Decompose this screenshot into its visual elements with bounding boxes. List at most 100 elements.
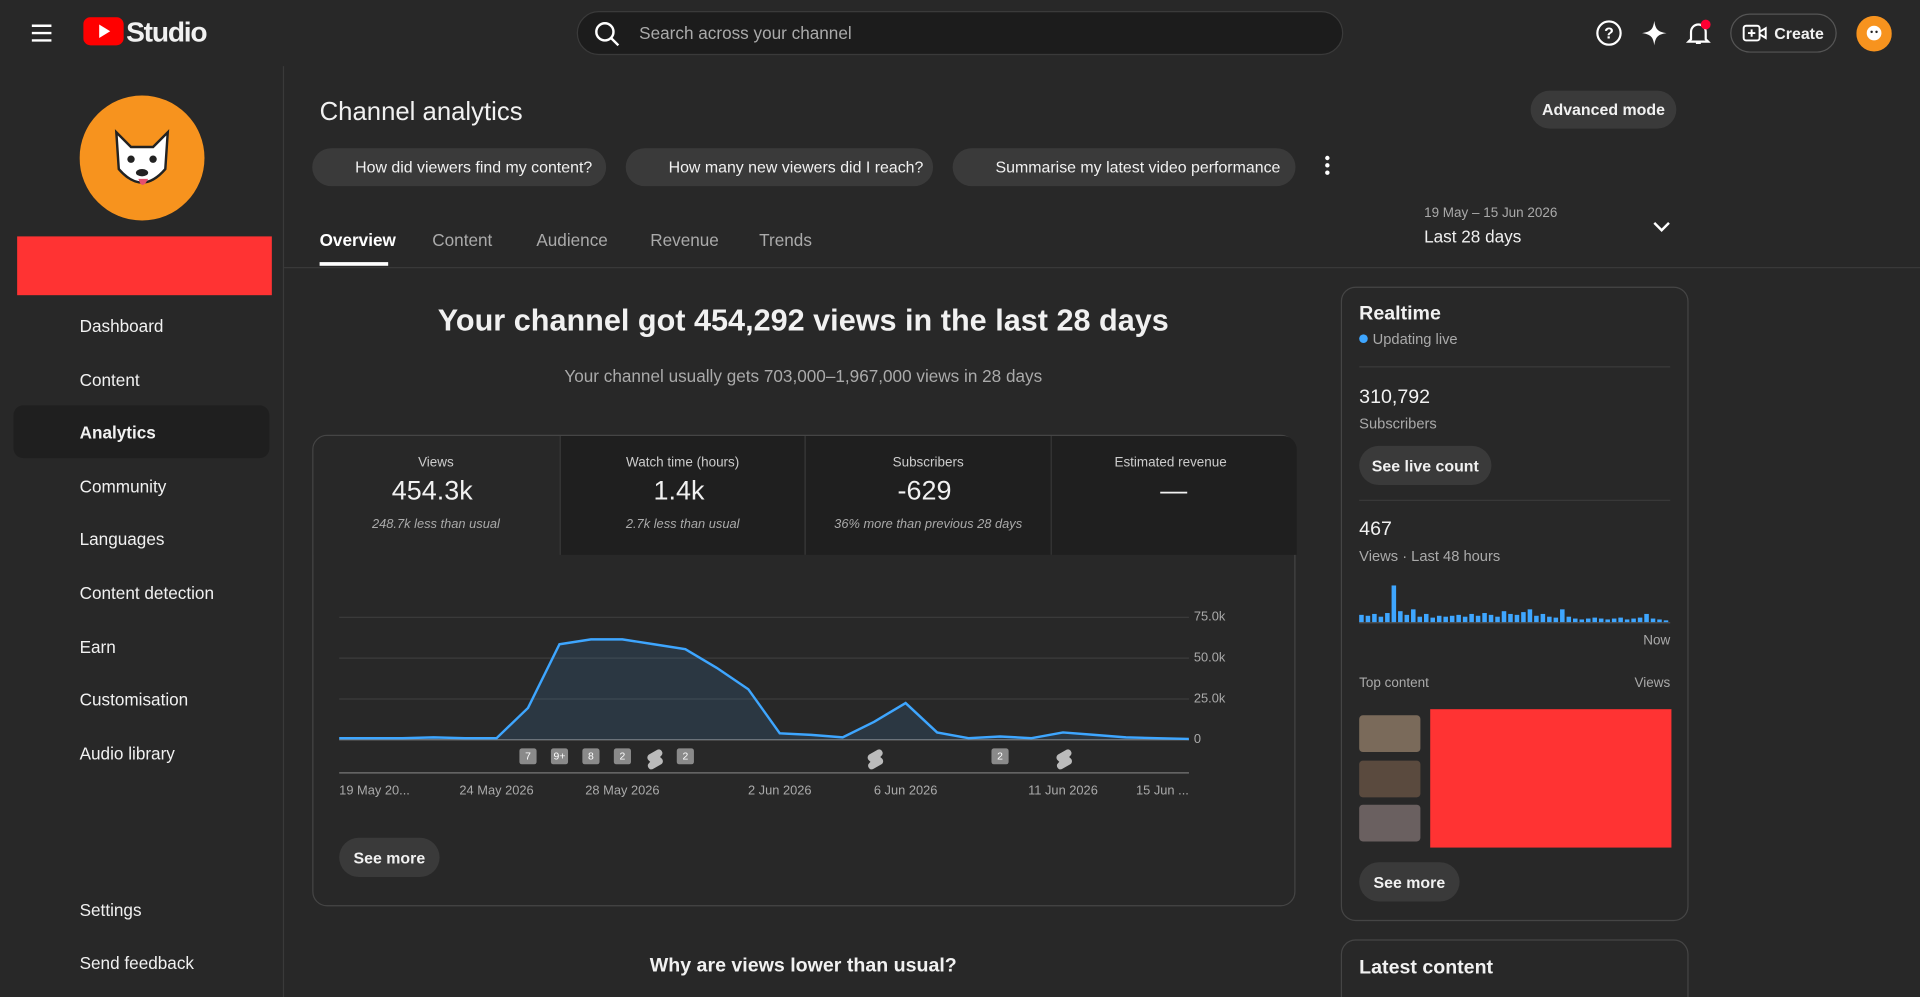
date-period[interactable]: Last 28 days: [1424, 226, 1522, 247]
metric-label-text: Views: [418, 455, 454, 471]
tab[interactable]: Content: [432, 230, 493, 250]
hourly-bar: [1475, 615, 1481, 623]
metric-tile[interactable]: Estimated revenue —: [1050, 436, 1297, 555]
nav-item[interactable]: Customisation: [79, 689, 189, 710]
hourly-bar: [1592, 617, 1597, 623]
more-prompts-button[interactable]: [1320, 153, 1335, 177]
create-button[interactable]: Create: [1730, 13, 1837, 53]
search-box[interactable]: Search across your channel: [576, 11, 1344, 56]
metric-label: Views: [313, 456, 558, 471]
ai-button[interactable]: [1641, 20, 1668, 47]
nav-item[interactable]: Audio library: [79, 743, 175, 763]
tab[interactable]: Overview: [319, 230, 396, 250]
channel-avatar[interactable]: [79, 95, 205, 221]
hourly-bar: [1482, 613, 1487, 623]
hourly-bar: [1573, 618, 1578, 623]
help-button[interactable]: ?: [1596, 20, 1623, 47]
shorts-marker[interactable]: [1056, 749, 1072, 770]
hourly-bar: [1534, 615, 1539, 623]
nav-item[interactable]: Dashboard: [79, 316, 164, 336]
overview-card: [312, 434, 1296, 907]
metric-note: 36% more than previous 28 days: [834, 516, 1023, 532]
y-tick-label: 0: [1194, 731, 1201, 746]
see-more-button[interactable]: See more: [1359, 862, 1460, 902]
date-dropdown[interactable]: [1652, 219, 1672, 234]
hourly-bar: [1378, 616, 1384, 623]
hourly-bar: [1495, 616, 1500, 623]
subscriber-count: 310,792: [1359, 387, 1431, 408]
hourly-bar: [1547, 616, 1552, 623]
metric-label: Watch time (hours): [560, 456, 805, 471]
hourly-bar: [1579, 619, 1585, 623]
subscriber-label: Subscribers: [1359, 415, 1437, 433]
top-bar: Studio Search across your channel ? Crea…: [0, 0, 1920, 66]
create-label: Create: [1774, 24, 1824, 43]
prompt-chip[interactable]: Summarise my latest video performance: [952, 148, 1296, 187]
event-marker[interactable]: [613, 748, 631, 765]
tab-underline: [319, 262, 389, 266]
prompt-text: How did viewers find my content?: [355, 158, 593, 177]
event-marker[interactable]: [991, 748, 1009, 765]
nav-item[interactable]: Settings: [79, 900, 142, 920]
metric-value-row: -629: [806, 475, 1051, 507]
realtime-status: Updating live: [1372, 330, 1458, 348]
views-column-label: Views: [1634, 676, 1671, 691]
shorts-marker[interactable]: [867, 749, 884, 770]
see-live-count-button[interactable]: See live count: [1359, 445, 1492, 486]
account-avatar[interactable]: [1856, 15, 1892, 52]
nav-item[interactable]: Community: [79, 476, 167, 496]
metric-tile[interactable]: Subscribers -629 36% more than previous 28…: [804, 436, 1051, 555]
sidebar: [0, 66, 285, 997]
hourly-views-chart: [1359, 585, 1671, 624]
realtime-card: [1340, 286, 1689, 922]
notifications-button[interactable]: [1685, 18, 1714, 47]
event-marker-label: 2: [682, 752, 688, 763]
shorts-marker[interactable]: [647, 749, 663, 770]
video-thumbnail[interactable]: [1359, 760, 1421, 798]
nav-item[interactable]: Send feedback: [79, 952, 194, 973]
create-icon: [1742, 24, 1767, 42]
event-marker-label: 2: [997, 752, 1003, 763]
nav-item[interactable]: Analytics: [79, 422, 156, 443]
headline: Your channel got 454,292 views in the la…: [437, 303, 1169, 339]
hourly-bar: [1449, 615, 1455, 623]
hourly-bar: [1560, 609, 1565, 623]
hourly-bar: [1456, 614, 1461, 623]
realtime-views: 467: [1359, 519, 1392, 541]
video-thumbnail[interactable]: [1359, 715, 1421, 753]
nav-item[interactable]: Content: [79, 369, 140, 389]
hourly-bar: [1631, 618, 1636, 623]
event-marker[interactable]: [676, 748, 694, 765]
prompt-chip[interactable]: How did viewers find my content?: [312, 148, 607, 187]
top-content-label: Top content: [1359, 676, 1429, 691]
event-marker[interactable]: [550, 748, 569, 765]
hourly-bar: [1391, 585, 1397, 623]
tab[interactable]: Trends: [759, 230, 812, 250]
x-tick-label: 19 May 20...: [339, 783, 410, 798]
nav-item[interactable]: Earn: [79, 636, 116, 657]
nav-item[interactable]: Languages: [79, 529, 165, 550]
latest-content-card: [1340, 939, 1689, 997]
advanced-mode-button[interactable]: Advanced mode: [1530, 90, 1677, 129]
hourly-bar: [1443, 616, 1448, 623]
y-tick-label: 25.0k: [1194, 690, 1226, 705]
metric-value: -629: [897, 475, 952, 506]
nav-item[interactable]: Content detection: [79, 583, 214, 603]
video-thumbnail[interactable]: [1359, 804, 1421, 842]
hourly-bar: [1359, 614, 1364, 623]
x-tick-label: 11 Jun 2026: [1028, 783, 1098, 798]
event-marker[interactable]: [582, 748, 600, 765]
event-marker-label: 9+: [554, 752, 566, 763]
menu-button[interactable]: [29, 21, 53, 45]
tab[interactable]: Audience: [536, 230, 608, 250]
hourly-bar: [1508, 613, 1513, 623]
metric-tile[interactable]: Watch time (hours) 1.4k 2.7k less than usu…: [558, 436, 806, 555]
prompt-chip[interactable]: How many new viewers did I reach?: [625, 148, 934, 187]
event-marker[interactable]: [519, 748, 537, 765]
tab[interactable]: Revenue: [650, 230, 719, 250]
see-more-button[interactable]: See more: [339, 837, 440, 877]
logo-text[interactable]: Studio: [126, 15, 207, 48]
x-tick-label: 24 May 2026: [459, 783, 533, 798]
svg-text:?: ?: [1604, 25, 1614, 42]
metric-tile[interactable]: Views 454.3k 248.7k less than usual: [313, 436, 559, 555]
